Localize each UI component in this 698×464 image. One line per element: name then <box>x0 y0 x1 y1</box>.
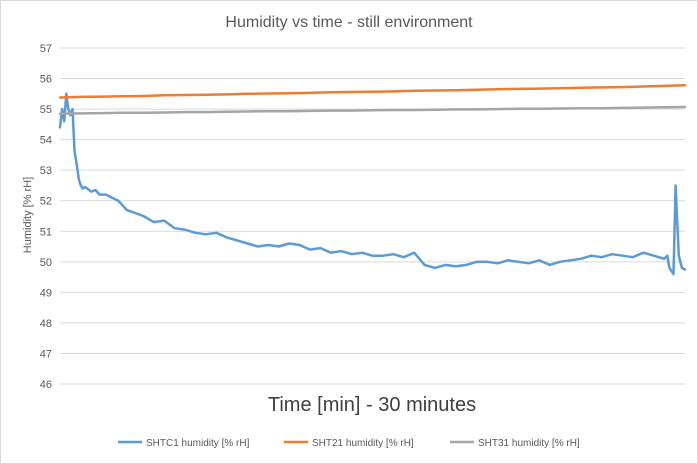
y-tick-label: 57 <box>40 43 52 55</box>
y-tick-label: 51 <box>40 226 52 238</box>
y-tick-label: 49 <box>40 287 52 299</box>
y-axis-ticks: 46 47 48 49 50 51 52 53 54 55 56 57 <box>40 43 52 391</box>
y-tick-label: 48 <box>40 318 52 330</box>
y-tick-label: 52 <box>40 196 52 208</box>
series-line-1 <box>58 92 687 276</box>
y-tick-label: 50 <box>40 257 52 269</box>
y-tick-label: 47 <box>40 348 52 360</box>
y-tick-label: 55 <box>40 104 52 116</box>
x-axis-label: Time [min] - 30 minutes <box>268 394 476 416</box>
gridlines <box>60 47 685 385</box>
series-line-3 <box>58 105 687 115</box>
chart-title: Humidity vs time - still environment <box>225 14 473 31</box>
legend: SHTC1 humidity [% rH] SHT21 humidity [% r… <box>118 438 580 449</box>
series-line-2 <box>58 84 687 99</box>
y-axis-label: Humidity [% rH] <box>22 177 34 253</box>
legend-label-1: SHTC1 humidity [% rH] <box>146 438 250 449</box>
y-tick-label: 53 <box>40 165 52 177</box>
legend-label-3: SHT31 humidity [% rH] <box>478 438 580 449</box>
series-lines <box>58 84 687 276</box>
y-tick-label: 54 <box>40 135 52 147</box>
y-tick-label: 46 <box>40 379 52 391</box>
y-tick-label: 56 <box>40 74 52 86</box>
legend-label-2: SHT21 humidity [% rH] <box>312 438 414 449</box>
